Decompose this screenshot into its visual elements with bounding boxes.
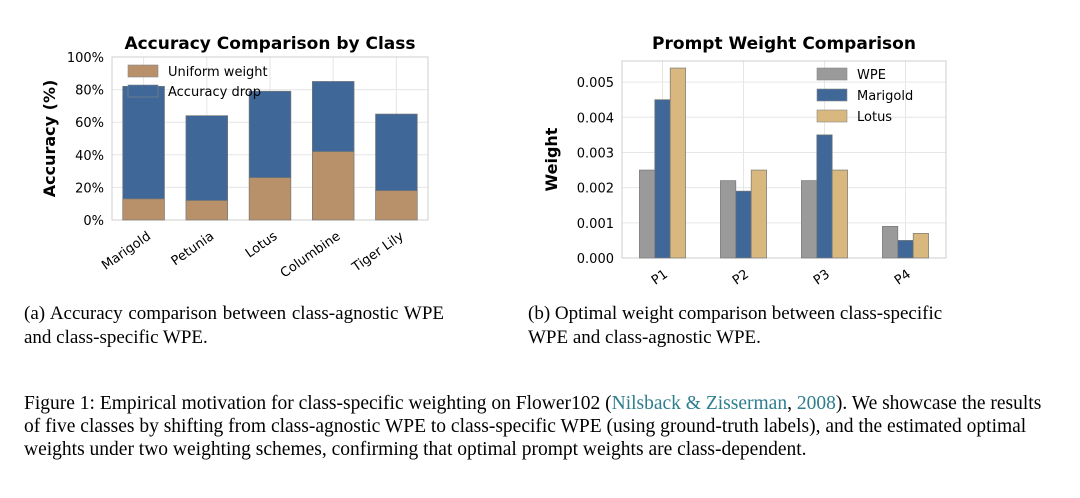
legend-label-lotus: Lotus [857, 110, 892, 125]
legend-swatch-uniform-weight [127, 64, 159, 78]
x-tick-label-marigold: Marigold [99, 229, 154, 274]
legend-swatch-marigold [816, 88, 848, 102]
legend-label-uniform-weight: Uniform weight [168, 65, 268, 80]
bar-marigold-p1 [654, 99, 671, 259]
y-tick-label: 60% [75, 116, 104, 131]
y-tick-label: 0.001 [577, 217, 614, 232]
bar-uniform-weight-petunia [185, 200, 229, 221]
bar-marigold-p4 [897, 240, 914, 259]
y-tick-label: 0.002 [577, 182, 614, 197]
subfigure-caption-b: (b) Optimal weight comparison between cl… [528, 303, 943, 348]
bar-wpe-p2 [720, 180, 737, 259]
y-tick-label: 80% [75, 84, 104, 99]
y-tick-label: 40% [75, 149, 104, 164]
bar-lotus-p1 [669, 67, 686, 259]
chart-legend: Uniform weight Accuracy drop [127, 64, 268, 100]
legend-swatch-lotus [816, 109, 848, 123]
y-tick-label: 0% [83, 214, 104, 229]
bar-marigold-p3 [816, 134, 833, 259]
prompt-weight-chart: Prompt Weight Comparison 0.000 0.001 0.002 0… [542, 34, 947, 289]
bar-marigold-p2 [735, 190, 752, 259]
legend-swatch-wpe [816, 67, 848, 81]
bar-lotus-p3 [831, 169, 848, 259]
legend-label-accuracy-drop: Accuracy drop [168, 85, 261, 100]
bar-accuracy-drop-petunia [185, 115, 229, 201]
y-axis-label: Accuracy (%) [40, 80, 59, 198]
x-tick-label-p3: P3 [811, 267, 833, 289]
bar-accuracy-drop-tiger-lily [375, 113, 418, 192]
citation-separator: , [787, 393, 797, 414]
accuracy-comparison-chart: Accuracy Comparison by Class 0% 20% 40% 60% 8… [40, 34, 429, 281]
bar-lotus-p4 [912, 233, 929, 259]
x-tick-label-petunia: Petunia [169, 229, 217, 269]
subfigure-caption-a: (a) Accuracy comparison between class-ag… [24, 303, 444, 348]
y-tick-label: 0.003 [577, 146, 614, 161]
bar-accuracy-drop-lotus [248, 90, 292, 178]
bar-wpe-p1 [639, 169, 656, 259]
citation-authors-link[interactable]: Nilsback & Zisserman [611, 393, 788, 414]
bar-wpe-p3 [801, 180, 818, 259]
x-tick-label-p2: P2 [730, 267, 752, 289]
y-tick-label: 0.000 [577, 252, 614, 267]
chart-title: Prompt Weight Comparison [652, 34, 916, 54]
bar-wpe-p4 [882, 225, 899, 259]
legend-label-marigold: Marigold [857, 89, 913, 104]
legend-swatch-accuracy-drop [127, 84, 159, 98]
y-tick-label: 0.004 [577, 111, 614, 126]
caption-text-after: ). We showcase the results of five class… [24, 393, 1042, 460]
caption-text-before: Empirical motivation for class-specific … [99, 393, 612, 414]
x-tick-label-lotus: Lotus [243, 229, 281, 262]
x-tick-label-p4: P4 [892, 267, 914, 289]
x-tick-label-columbine: Columbine [278, 229, 344, 281]
bar-lotus-p2 [750, 169, 767, 259]
figure-label: Figure 1: [24, 393, 95, 414]
legend-label-wpe: WPE [857, 68, 886, 83]
bar-accuracy-drop-marigold [122, 85, 165, 200]
figure-caption: Figure 1: Empirical motivation for class… [24, 392, 1044, 461]
y-tick-label: 20% [75, 181, 104, 196]
bar-uniform-weight-columbine [311, 151, 355, 221]
y-tick-label: 100% [67, 51, 104, 66]
y-tick-label: 0.005 [577, 76, 614, 91]
x-tick-label-tiger-lily: Tiger Lily [349, 229, 407, 276]
bar-uniform-weight-tiger-lily [375, 190, 418, 221]
bar-uniform-weight-lotus [248, 177, 292, 221]
chart-title: Accuracy Comparison by Class [124, 34, 415, 54]
bar-uniform-weight-marigold [122, 198, 165, 221]
bar-accuracy-drop-columbine [311, 81, 355, 152]
plot-frame [621, 60, 947, 259]
chart-legend: WPE Marigold Lotus [816, 67, 913, 125]
citation-year-link[interactable]: 2008 [796, 393, 836, 414]
x-tick-label-p1: P1 [649, 267, 671, 289]
y-axis-label: Weight [542, 127, 561, 191]
